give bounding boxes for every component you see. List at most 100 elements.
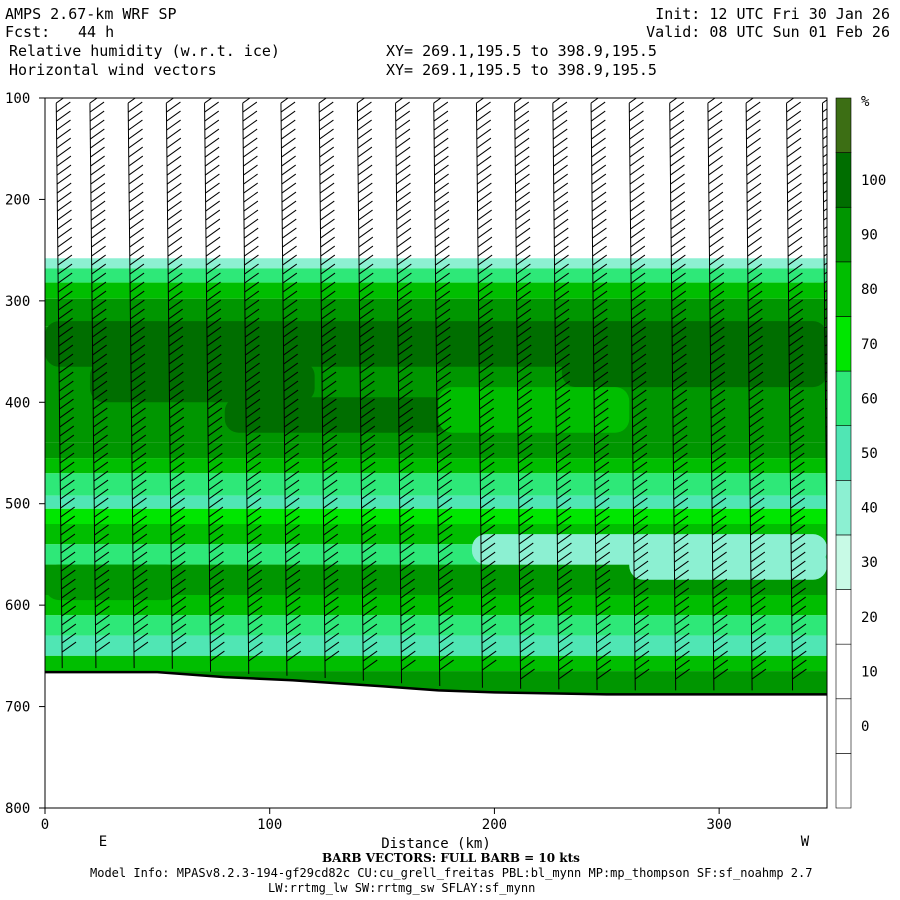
barb-flag [712, 560, 727, 572]
barb-flag [438, 623, 454, 635]
barb-flag [95, 623, 110, 635]
barb-flag [790, 542, 806, 554]
barb-flag [481, 614, 497, 626]
barb-flag [594, 497, 610, 509]
colorbar-bin-3 [835, 589, 852, 645]
barb-flag [208, 479, 223, 491]
barb-flag [323, 497, 338, 509]
barb-flag [284, 470, 300, 482]
barb-flag [169, 398, 184, 410]
barb-flag [285, 542, 300, 554]
barb-flag [58, 326, 74, 338]
barb-flag [823, 253, 827, 257]
barb-flag [243, 173, 258, 185]
barb-flag [132, 488, 147, 500]
barb-flag [358, 263, 374, 275]
barb-flag [171, 623, 187, 635]
barb-flag [518, 524, 534, 536]
barb-flag [130, 371, 146, 383]
barb-flag [593, 380, 609, 392]
barb-flag [245, 335, 260, 347]
barb-flag [673, 452, 688, 464]
barb-flag [749, 452, 765, 464]
barb-flag [596, 623, 611, 635]
barb-flag [673, 488, 689, 500]
barb-flag [128, 137, 143, 149]
barb-flag [748, 362, 764, 374]
barb-flag [478, 308, 493, 320]
barb-flag [362, 596, 377, 608]
barb-flag [396, 254, 412, 266]
barb-flag [168, 335, 184, 347]
barb-flag [170, 551, 186, 563]
barb-flag [60, 497, 75, 509]
barb-flag [672, 353, 687, 365]
barb-flag [710, 407, 726, 419]
barb-flag [822, 108, 827, 113]
barb-flag [476, 119, 492, 131]
barb-flag [823, 244, 827, 248]
barb-flag [395, 155, 411, 167]
barb-flag [92, 389, 108, 401]
barb-flag [323, 551, 339, 563]
barb-flag [750, 506, 765, 518]
barb-flag [435, 254, 450, 266]
barb-flag [94, 533, 109, 545]
barb-flag [401, 659, 416, 671]
barb-flag [554, 236, 569, 248]
barb-flag [130, 308, 145, 320]
barb-flag [322, 416, 337, 428]
barb-flag [437, 515, 453, 527]
barb-flag [57, 209, 72, 221]
barb-flag [592, 218, 607, 230]
y-tick-label: 200 [5, 192, 30, 208]
barb-flag [245, 416, 261, 428]
barb-flag [132, 524, 148, 536]
barb-flag [515, 209, 531, 221]
barb-flag [395, 101, 410, 113]
barb-flag [57, 272, 73, 284]
barb-flag [437, 470, 452, 482]
barb-flag [634, 623, 649, 635]
barb-flag [245, 380, 261, 392]
barb-flag [90, 146, 105, 158]
barb-flag [707, 110, 723, 122]
barb-flag [710, 398, 726, 410]
barb-flag [205, 164, 220, 176]
barb-flag [320, 254, 336, 266]
barb-flag [400, 623, 416, 635]
barb-flag [519, 551, 534, 563]
barb-flag [358, 191, 373, 203]
barb-flag [169, 461, 185, 473]
barb-flag [517, 398, 533, 410]
barb-flag [206, 335, 222, 347]
barb-flag [244, 281, 260, 293]
barb-flag [92, 335, 107, 347]
barb-flag [558, 641, 573, 653]
barb-flag [400, 578, 415, 590]
barb-flag [481, 623, 497, 635]
barb-flag [242, 119, 258, 131]
barb-flag [284, 488, 300, 500]
barb-flag [439, 659, 454, 671]
rh-layer-16 [45, 655, 827, 672]
barb-flag [91, 272, 107, 284]
barb-flag [246, 515, 262, 527]
barb-flag [128, 110, 143, 122]
barb-flag [554, 299, 570, 311]
barb-flag [516, 290, 531, 302]
barb-flag [129, 290, 145, 302]
barb-flag [91, 281, 107, 293]
barb-flag [593, 362, 609, 374]
barb-flag [823, 226, 827, 230]
barb-flag [209, 542, 224, 554]
barb-flag [554, 254, 569, 266]
barb-flag [788, 263, 803, 275]
barb-flag [632, 461, 648, 473]
barb-flag [746, 146, 761, 158]
barb-flag [515, 164, 530, 176]
barb-flag [434, 191, 450, 203]
barb-flag [519, 641, 535, 653]
barb-flag [517, 434, 533, 446]
barb-flag [708, 182, 724, 194]
